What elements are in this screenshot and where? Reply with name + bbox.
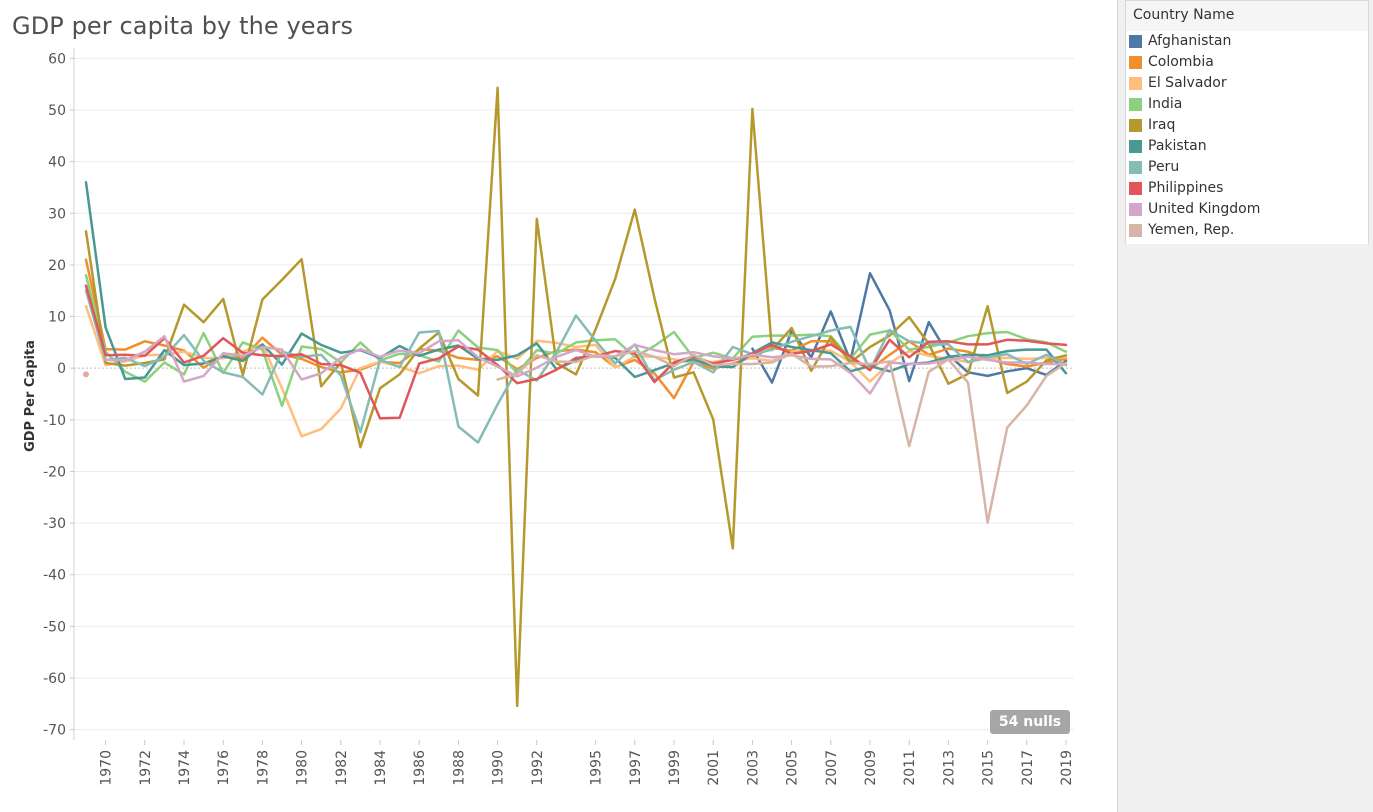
- x-tick-label: 1995: [589, 750, 605, 786]
- legend-label: Philippines: [1148, 180, 1224, 196]
- legend-item-philippines[interactable]: Philippines: [1126, 178, 1368, 199]
- legend-swatch: [1129, 182, 1142, 195]
- sidebar-background: [1118, 244, 1373, 812]
- legend-label: Iraq: [1148, 117, 1176, 133]
- x-tick-label: 2013: [941, 750, 957, 786]
- x-tick-label: 2001: [706, 750, 722, 786]
- y-tick-label: -40: [43, 568, 66, 584]
- y-tick-label: -50: [43, 619, 66, 635]
- x-tick-label: 1982: [334, 750, 350, 786]
- legend-item-el-salvador[interactable]: El Salvador: [1126, 73, 1368, 94]
- legend-item-united-kingdom[interactable]: United Kingdom: [1126, 199, 1368, 220]
- x-tick-label: 2003: [745, 750, 761, 786]
- series-line-united-kingdom[interactable]: [104, 334, 1068, 395]
- x-tick-label: 1992: [530, 750, 546, 786]
- series-line-yemen-rep[interactable]: [496, 349, 1068, 524]
- series-point-yemen-rep[interactable]: [83, 371, 89, 378]
- x-tick-label: 1984: [373, 750, 389, 786]
- series-line-peru[interactable]: [84, 289, 1068, 444]
- legend-title: Country Name: [1126, 1, 1368, 31]
- y-tick-label: 40: [48, 155, 66, 171]
- y-axis-label: GDP Per Capita: [23, 340, 38, 452]
- legend-label: India: [1148, 96, 1183, 112]
- x-tick-label: 1988: [451, 750, 467, 786]
- legend-item-peru[interactable]: Peru: [1126, 157, 1368, 178]
- x-tick-label: 2017: [1020, 750, 1036, 786]
- y-tick-label: 60: [48, 51, 66, 67]
- legend-swatch: [1129, 35, 1142, 48]
- gridlines: [74, 57, 1074, 731]
- y-tick-label: -10: [43, 413, 66, 429]
- legend-item-yemen-rep[interactable]: Yemen, Rep.: [1126, 220, 1368, 241]
- legend-item-india[interactable]: India: [1126, 94, 1368, 115]
- legend-label: El Salvador: [1148, 75, 1227, 91]
- legend-label: Pakistan: [1148, 138, 1207, 154]
- x-tick-label: 1970: [99, 750, 115, 786]
- x-tick-label: 2009: [863, 750, 879, 786]
- legend-swatch: [1129, 203, 1142, 216]
- y-tick-label: 20: [48, 258, 66, 274]
- legend-swatch: [1129, 119, 1142, 132]
- x-tick-label: 1980: [295, 750, 311, 786]
- x-tick-label: 1990: [491, 750, 507, 786]
- series-line-el-salvador[interactable]: [84, 304, 1068, 438]
- worksheet: GDP per capita by the years 60 50 40 30 20 10…: [0, 0, 1118, 812]
- y-axis: 60 50 40 30 20 10 0 -10 -20 -30 -40 -50 -60 -70: [43, 48, 75, 740]
- y-tick-label: 10: [48, 310, 66, 326]
- legend-swatch: [1129, 56, 1142, 69]
- x-tick-label: 1978: [255, 750, 271, 786]
- x-tick-label: 2019: [1059, 750, 1075, 786]
- series-lines: [83, 86, 1068, 708]
- x-tick-label: 2007: [824, 750, 840, 786]
- legend-label: Yemen, Rep.: [1148, 222, 1235, 238]
- x-tick-label: 1999: [667, 750, 683, 786]
- y-tick-label: 50: [48, 103, 66, 119]
- legend-label: United Kingdom: [1148, 201, 1261, 217]
- legend: Country Name Afghanistan Colombia El Salva…: [1125, 0, 1369, 245]
- x-axis: 1970 1972 1974 1976 1978 1980 1982 1984 1986 1988…: [99, 740, 1075, 786]
- x-tick-label: 1997: [628, 750, 644, 786]
- legend-item-pakistan[interactable]: Pakistan: [1126, 136, 1368, 157]
- y-tick-label: -30: [43, 516, 66, 532]
- legend-item-colombia[interactable]: Colombia: [1126, 52, 1368, 73]
- y-tick-label: 0: [57, 361, 66, 377]
- x-tick-label: 1986: [412, 750, 428, 786]
- legend-swatch: [1129, 77, 1142, 90]
- legend-label: Peru: [1148, 159, 1180, 175]
- y-tick-label: -70: [43, 723, 66, 739]
- y-tick-label: 30: [48, 206, 66, 222]
- legend-item-afghanistan[interactable]: Afghanistan: [1126, 31, 1368, 52]
- legend-label: Colombia: [1148, 54, 1214, 70]
- legend-items: Afghanistan Colombia El Salvador India Iraq P…: [1126, 31, 1368, 241]
- y-tick-label: -20: [43, 464, 66, 480]
- x-tick-label: 2011: [902, 750, 918, 786]
- x-tick-label: 1976: [216, 750, 232, 786]
- x-tick-label: 1974: [177, 750, 193, 786]
- x-tick-label: 1972: [138, 750, 154, 786]
- x-tick-label: 2005: [785, 750, 801, 786]
- series-line-pakistan[interactable]: [84, 181, 1068, 381]
- legend-swatch: [1129, 224, 1142, 237]
- series-line-iraq[interactable]: [84, 86, 1068, 708]
- legend-label: Afghanistan: [1148, 33, 1232, 49]
- y-tick-label: -60: [43, 671, 66, 687]
- legend-item-iraq[interactable]: Iraq: [1126, 115, 1368, 136]
- legend-swatch: [1129, 161, 1142, 174]
- legend-swatch: [1129, 140, 1142, 153]
- legend-swatch: [1129, 98, 1142, 111]
- chart-title: GDP per capita by the years: [12, 12, 354, 40]
- x-tick-label: 2015: [981, 750, 997, 786]
- null-indicator-badge[interactable]: 54 nulls: [990, 710, 1070, 734]
